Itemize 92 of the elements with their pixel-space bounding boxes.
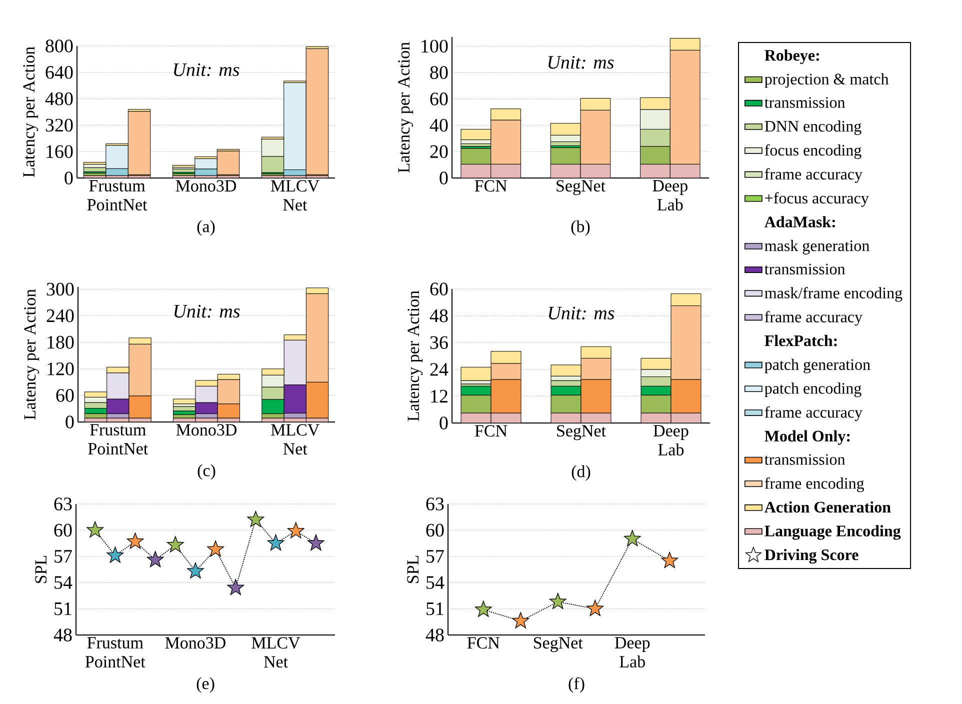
legend-label: projection & match bbox=[764, 73, 889, 88]
y-tick-label: 480 bbox=[45, 92, 73, 106]
x-tick-label: Deep Lab bbox=[652, 180, 688, 210]
text: (c) bbox=[198, 464, 216, 480]
legend-label: frame encoding bbox=[764, 477, 864, 492]
y-tick-label: 240 bbox=[46, 309, 74, 322]
y-tick-label: 51 bbox=[426, 602, 444, 616]
y-tick-label: 300 bbox=[46, 282, 74, 296]
y-tick-label: 120 bbox=[48, 362, 74, 376]
legend-label: +focus accuracy bbox=[765, 192, 869, 207]
x-tick-label: FCN bbox=[467, 637, 500, 649]
legend-label: transmission bbox=[764, 264, 846, 274]
y-tick-label: 60 bbox=[426, 524, 444, 537]
legend-label: frame accuracy bbox=[764, 310, 862, 326]
y-tick-label: 63 bbox=[426, 498, 444, 510]
x-tick-label: MLCV Net bbox=[270, 180, 320, 211]
legend-label: mask generation bbox=[764, 240, 870, 254]
y-tick-label: 60 bbox=[430, 92, 448, 106]
y-tick-label: 54 bbox=[54, 576, 72, 589]
y-tick-label: 0 bbox=[440, 172, 448, 184]
x-tick-label: Mono3D bbox=[176, 180, 236, 192]
y-tick-label: 60 bbox=[54, 524, 72, 537]
x-tick-label: MLCV Net bbox=[252, 637, 300, 668]
text: (d) bbox=[572, 465, 590, 481]
legend-label: Language Encoding bbox=[764, 525, 901, 540]
y-tick-label: 24 bbox=[430, 363, 448, 376]
y-axis-title: Latency per Action bbox=[408, 290, 423, 422]
x-tick-label: Mono3D bbox=[176, 424, 237, 436]
y-tick-label: 57 bbox=[54, 550, 72, 563]
x-tick-label: Deep Lab bbox=[654, 425, 688, 456]
legend-label: transmission bbox=[764, 454, 846, 465]
y-tick-label: 51 bbox=[54, 602, 72, 616]
text: FlexPatch: bbox=[764, 334, 837, 346]
text: (a) bbox=[197, 220, 215, 236]
y-axis-title: Latency per Action bbox=[23, 46, 38, 178]
y-tick-label: 57 bbox=[426, 550, 444, 563]
x-tick-label: FCN bbox=[474, 180, 507, 192]
y-tick-label: 320 bbox=[46, 118, 73, 132]
y-tick-label: 180 bbox=[48, 336, 74, 349]
text: Model Only: bbox=[764, 430, 850, 445]
x-tick-label: Mono3D bbox=[165, 637, 226, 649]
legend-label: frame accuracy bbox=[764, 406, 862, 422]
x-tick-label: Frustum PointNet bbox=[88, 424, 148, 454]
legend-label: frame accuracy bbox=[764, 168, 862, 183]
y-tick-label: 63 bbox=[54, 498, 72, 510]
y-tick-label: 12 bbox=[431, 390, 448, 402]
x-tick-label: Frustum PointNet bbox=[87, 180, 148, 210]
legend-label: patch generation bbox=[764, 358, 870, 374]
annotation: Unit: ms bbox=[548, 56, 614, 69]
text: AdaMask: bbox=[764, 216, 835, 228]
x-tick-label: FCN bbox=[474, 425, 508, 437]
x-tick-label: SegNet bbox=[534, 637, 583, 652]
y-tick-label: 80 bbox=[430, 66, 448, 79]
text: Robeye: bbox=[764, 49, 819, 64]
x-tick-label: Deep Lab bbox=[614, 637, 650, 668]
y-axis-title: Latency per Action bbox=[398, 42, 414, 173]
y-tick-label: 20 bbox=[430, 145, 448, 158]
y-tick-label: 60 bbox=[56, 389, 74, 402]
text: (b) bbox=[571, 220, 590, 236]
y-axis-title: SPL bbox=[407, 556, 419, 583]
y-tick-label: 0 bbox=[440, 416, 448, 430]
legend-label: Action Generation bbox=[764, 501, 891, 513]
y-tick-label: 100 bbox=[422, 40, 448, 53]
legend-label: Driving Score bbox=[764, 548, 858, 564]
y-tick-label: 640 bbox=[46, 66, 73, 79]
y-tick-label: 0 bbox=[66, 416, 74, 428]
y-tick-label: 48 bbox=[426, 628, 444, 642]
text: (e) bbox=[196, 677, 214, 693]
legend-label: patch encoding bbox=[764, 382, 862, 398]
x-tick-label: MLCV Net bbox=[271, 424, 320, 455]
annotation: Unit: ms bbox=[174, 304, 240, 318]
y-tick-label: 60 bbox=[430, 282, 448, 296]
legend-label: transmission bbox=[764, 97, 846, 108]
y-tick-label: 40 bbox=[430, 118, 448, 132]
annotation: Unit: ms bbox=[174, 63, 240, 76]
x-tick-label: SegNet bbox=[556, 180, 606, 196]
legend-label: DNN encoding bbox=[764, 120, 862, 135]
y-tick-label: 48 bbox=[430, 309, 448, 322]
y-axis-title: Latency per Action bbox=[24, 289, 40, 420]
x-tick-label: Frustum PointNet bbox=[85, 637, 146, 668]
y-tick-label: 800 bbox=[46, 40, 73, 52]
y-tick-label: 0 bbox=[64, 172, 73, 184]
y-tick-label: 160 bbox=[46, 145, 73, 158]
legend-label: focus encoding bbox=[764, 144, 862, 159]
x-tick-label: SegNet bbox=[557, 425, 606, 440]
y-tick-label: 48 bbox=[54, 628, 72, 642]
legend-label: mask/frame encoding bbox=[764, 286, 902, 302]
annotation: Unit: ms bbox=[548, 306, 614, 320]
y-tick-label: 36 bbox=[430, 336, 448, 349]
y-axis-title: SPL bbox=[35, 556, 47, 583]
y-tick-label: 54 bbox=[426, 576, 444, 589]
text: (f) bbox=[568, 677, 584, 693]
